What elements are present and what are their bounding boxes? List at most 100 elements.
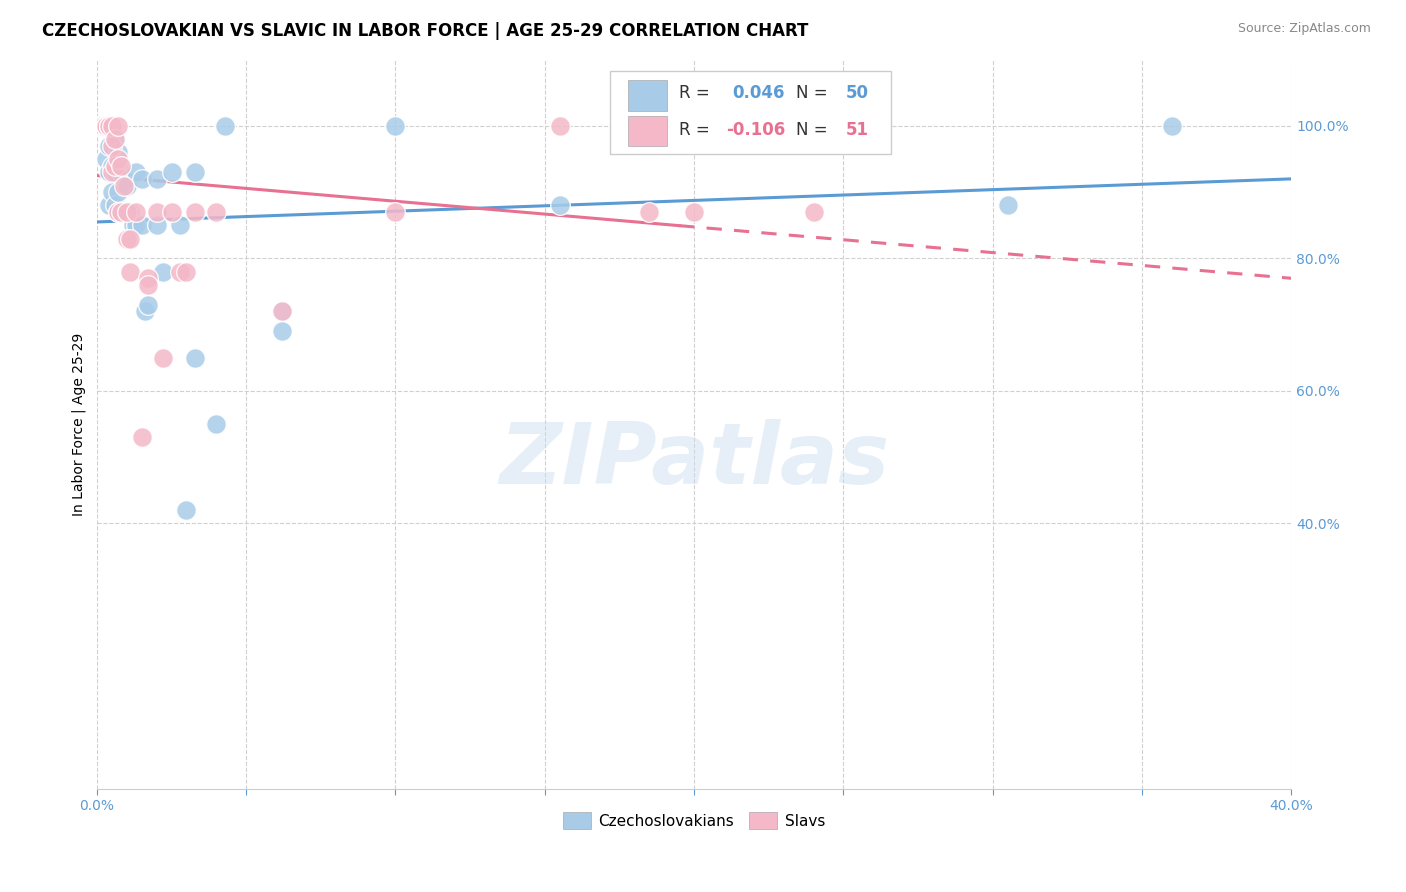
- Point: [104, 132, 127, 146]
- Text: ZIPatlas: ZIPatlas: [499, 419, 889, 502]
- Point: [89, 119, 111, 133]
- Point: [115, 205, 138, 219]
- Point: [118, 205, 141, 219]
- Legend: Czechoslovakians, Slavs: Czechoslovakians, Slavs: [557, 805, 831, 836]
- Point: [145, 172, 167, 186]
- Point: [91, 119, 114, 133]
- Point: [131, 172, 153, 186]
- Point: [548, 198, 571, 212]
- Text: CZECHOSLOVAKIAN VS SLAVIC IN LABOR FORCE | AGE 25-29 CORRELATION CHART: CZECHOSLOVAKIAN VS SLAVIC IN LABOR FORCE…: [42, 22, 808, 40]
- Point: [89, 119, 111, 133]
- Point: [94, 119, 117, 133]
- FancyBboxPatch shape: [628, 80, 666, 111]
- Point: [110, 205, 132, 219]
- Point: [94, 119, 117, 133]
- Point: [548, 119, 571, 133]
- Point: [160, 205, 183, 219]
- Text: R =: R =: [679, 85, 714, 103]
- Point: [124, 165, 146, 179]
- Point: [169, 265, 191, 279]
- Point: [104, 198, 127, 212]
- Point: [91, 119, 114, 133]
- Point: [145, 219, 167, 233]
- Point: [101, 185, 124, 199]
- Point: [638, 205, 661, 219]
- Point: [184, 205, 207, 219]
- Point: [91, 119, 114, 133]
- Point: [271, 304, 294, 318]
- Point: [101, 165, 124, 179]
- Point: [112, 178, 135, 193]
- Text: 50: 50: [846, 85, 869, 103]
- Point: [112, 172, 135, 186]
- Point: [94, 119, 117, 133]
- Point: [104, 132, 127, 146]
- Text: N =: N =: [796, 121, 832, 139]
- Point: [160, 165, 183, 179]
- Point: [97, 119, 120, 133]
- Point: [136, 298, 159, 312]
- Point: [121, 219, 143, 233]
- Point: [94, 119, 117, 133]
- Text: 51: 51: [846, 121, 869, 139]
- Point: [136, 271, 159, 285]
- Text: R =: R =: [679, 121, 714, 139]
- Text: 0.046: 0.046: [733, 85, 785, 103]
- Point: [94, 119, 117, 133]
- Point: [124, 205, 146, 219]
- Point: [184, 165, 207, 179]
- Point: [107, 205, 129, 219]
- Point: [107, 185, 129, 199]
- Text: N =: N =: [796, 85, 832, 103]
- Point: [134, 304, 156, 318]
- Point: [131, 430, 153, 444]
- Point: [94, 119, 117, 133]
- Point: [118, 231, 141, 245]
- Point: [110, 165, 132, 179]
- Point: [176, 503, 198, 517]
- Point: [101, 119, 124, 133]
- Point: [803, 205, 825, 219]
- Point: [104, 165, 127, 179]
- Point: [136, 277, 159, 292]
- FancyBboxPatch shape: [628, 116, 666, 146]
- Point: [152, 265, 174, 279]
- Point: [205, 417, 228, 431]
- Point: [97, 119, 120, 133]
- Point: [115, 178, 138, 193]
- Y-axis label: In Labor Force | Age 25-29: In Labor Force | Age 25-29: [72, 333, 86, 516]
- Point: [89, 119, 111, 133]
- Point: [384, 205, 406, 219]
- FancyBboxPatch shape: [610, 70, 891, 154]
- Point: [97, 119, 120, 133]
- Point: [152, 351, 174, 365]
- Point: [104, 159, 127, 173]
- Point: [89, 119, 111, 133]
- Point: [176, 265, 198, 279]
- Point: [107, 145, 129, 160]
- Point: [89, 119, 111, 133]
- Point: [271, 324, 294, 338]
- Point: [91, 119, 114, 133]
- Point: [89, 119, 111, 133]
- Text: Source: ZipAtlas.com: Source: ZipAtlas.com: [1237, 22, 1371, 36]
- Point: [384, 119, 406, 133]
- Point: [101, 138, 124, 153]
- Point: [91, 119, 114, 133]
- Point: [101, 159, 124, 173]
- Point: [94, 119, 117, 133]
- Point: [271, 304, 294, 318]
- Point: [115, 231, 138, 245]
- Point: [184, 351, 207, 365]
- Point: [131, 219, 153, 233]
- Point: [169, 219, 191, 233]
- Point: [97, 165, 120, 179]
- Point: [110, 159, 132, 173]
- Point: [91, 119, 114, 133]
- Point: [91, 119, 114, 133]
- Point: [115, 205, 138, 219]
- Point: [145, 205, 167, 219]
- Point: [107, 152, 129, 166]
- Point: [97, 119, 120, 133]
- Point: [118, 265, 141, 279]
